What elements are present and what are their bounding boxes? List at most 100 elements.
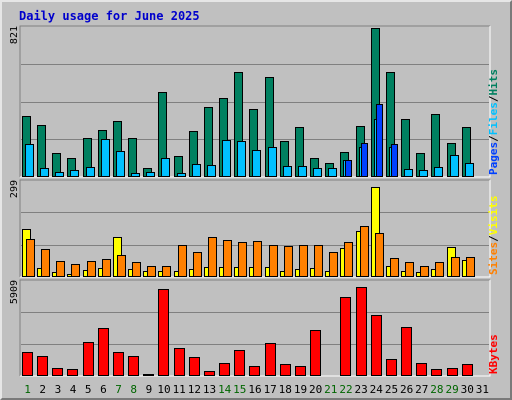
bar-kbytes-day-23 [356,287,367,376]
panel-kbytes-shadow-edge [19,279,490,376]
bar-kbytes-day-18 [280,364,291,376]
x-tick-label-day-30: 30 [461,383,474,396]
bar-sites-day-17 [269,245,278,277]
bar-pages-day-23 [361,143,368,177]
bar-files-day-11 [177,173,186,177]
bar-sites-day-21 [329,252,338,277]
x-tick-label-day-24: 24 [370,383,384,396]
bar-sites-day-8 [132,262,141,277]
bar-hits-day-8 [128,138,137,177]
legend-kbytes: KBytes [487,334,500,374]
bar-kbytes-day-2 [37,356,48,376]
bar-kbytes-day-12 [189,357,200,376]
bar-files-day-3 [55,172,64,177]
bar-kbytes-day-4 [67,369,78,376]
x-tick-label-day-22: 22 [339,383,352,396]
bar-sites-day-10 [162,266,171,277]
bar-kbytes-day-5 [83,342,94,376]
bar-sites-day-27 [420,266,429,277]
bar-sites-day-9 [147,266,156,277]
x-tick-label-day-18: 18 [279,383,292,396]
bar-sites-day-2 [41,249,50,277]
legend-separator: / [487,235,500,242]
bar-sites-day-16 [253,241,262,277]
bar-files-day-18 [283,166,292,177]
bar-kbytes-day-10 [158,289,169,376]
x-tick-label-day-5: 5 [85,383,92,396]
x-tick-label-day-12: 12 [188,383,201,396]
x-tick-label-day-13: 13 [203,383,216,396]
bar-sites-day-6 [102,259,111,277]
panel-visits_sites-shadow-edge [19,179,490,277]
x-tick-label-day-28: 28 [430,383,443,396]
x-tick-label-day-6: 6 [100,383,107,396]
bar-pages-day-25 [391,144,398,177]
bar-files-day-26 [404,169,413,177]
bar-kbytes-day-24 [371,315,382,376]
bar-kbytes-day-9 [143,374,154,376]
bar-files-day-12 [192,164,201,177]
legend-sites: Sites [487,242,500,275]
bar-kbytes-day-6 [98,328,109,376]
x-tick-label-day-3: 3 [55,383,62,396]
x-tick-label-day-15: 15 [233,383,246,396]
y-max-label: 821 [9,26,20,44]
bar-files-day-13 [207,165,216,177]
bar-files-day-20 [313,168,322,177]
bar-kbytes-day-1 [22,352,33,376]
bar-files-day-29 [450,155,459,177]
bar-sites-day-13 [208,237,217,277]
bar-sites-day-30 [466,257,475,277]
x-tick-label-day-21: 21 [324,383,337,396]
bar-files-day-15 [237,141,246,177]
bar-sites-day-18 [284,246,293,277]
panel-hits_files_pages-shadow-edge [19,25,490,177]
y-max-label: 5909 [9,280,20,304]
bar-files-day-7 [116,151,125,177]
x-tick-label-day-29: 29 [445,383,458,396]
bar-kbytes-day-30 [462,364,473,376]
bar-kbytes-day-26 [401,327,412,376]
bar-sites-day-1 [26,239,35,277]
bar-files-day-10 [161,158,170,177]
bar-sites-day-20 [314,245,323,277]
bar-files-day-19 [298,166,307,177]
x-tick-label-day-1: 1 [24,383,31,396]
bar-hits-day-26 [401,119,410,177]
bar-files-day-9 [146,172,155,177]
x-tick-label-day-26: 26 [400,383,413,396]
bar-files-day-30 [465,163,474,177]
x-tick-label-day-19: 19 [294,383,307,396]
legend-files: Files [487,102,500,135]
bar-sites-day-22 [344,242,353,277]
bar-sites-day-29 [451,257,460,277]
bar-sites-day-12 [193,252,202,277]
bar-sites-day-25 [390,258,399,277]
bar-kbytes-day-3 [52,368,63,376]
x-tick-label-day-20: 20 [309,383,322,396]
x-tick-label-day-16: 16 [248,383,261,396]
bar-kbytes-day-28 [431,369,442,376]
bar-kbytes-day-14 [219,363,230,376]
legend-hits_files_pages: Pages/Files/Hits [487,69,500,175]
x-tick-label-day-31: 31 [476,383,489,396]
bar-files-day-4 [70,170,79,177]
bar-sites-day-23 [360,226,369,277]
bar-kbytes-day-19 [295,366,306,376]
bar-kbytes-day-15 [234,350,245,376]
bar-sites-day-4 [71,264,80,277]
x-tick-label-day-4: 4 [70,383,77,396]
bar-kbytes-day-8 [128,356,139,376]
x-tick-label-day-11: 11 [173,383,186,396]
bar-sites-day-19 [299,245,308,277]
bar-kbytes-day-22 [340,297,351,376]
bar-kbytes-day-17 [265,343,276,376]
legend-visits: Visits [487,196,500,236]
x-tick-label-day-25: 25 [385,383,398,396]
legend-kbytes: KBytes [487,334,500,374]
bar-kbytes-day-16 [249,366,260,376]
bar-sites-day-28 [435,262,444,277]
legend-visits_sites: Sites/Visits [487,196,500,276]
x-tick-label-day-2: 2 [39,383,46,396]
